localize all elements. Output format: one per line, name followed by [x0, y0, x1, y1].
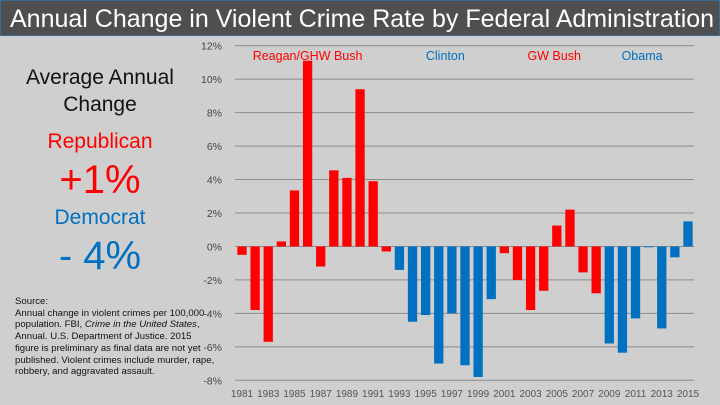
- democrat-average: - 4%: [58, 234, 142, 278]
- average-annual-change-heading: Average Annual Change: [26, 66, 174, 116]
- bar-2005: [552, 225, 562, 247]
- y-tick-label: 0%: [207, 241, 222, 253]
- x-tick-label: 2009: [598, 389, 621, 400]
- bar-2003: [525, 246, 536, 311]
- x-tick-label: 1983: [257, 389, 280, 400]
- bar-2013: [657, 246, 667, 329]
- bar-2000: [486, 246, 496, 300]
- administration-label: GW Bush: [527, 49, 581, 63]
- x-tick-label: 2007: [572, 389, 595, 400]
- source-text-1: Annual change in violent crimes per 100,…: [15, 307, 205, 331]
- x-tick-label: 1993: [388, 389, 411, 400]
- y-tick-label: -6%: [203, 342, 222, 354]
- bar-1987: [316, 246, 326, 267]
- source-note: Source: Annual change in violent crimes …: [15, 296, 215, 378]
- bar-1983: [263, 246, 273, 342]
- bar-1988: [329, 170, 339, 247]
- administration-label: Obama: [622, 49, 663, 63]
- bar-1994: [407, 246, 418, 322]
- y-tick-label: 10%: [201, 74, 222, 86]
- administration-label: Reagan/GHW Bush: [253, 49, 363, 63]
- x-tick-label: 2013: [651, 389, 674, 400]
- x-tick-label: 1989: [336, 389, 359, 400]
- x-tick-label: 1995: [415, 389, 438, 400]
- source-text-2: , Annual. U.S. Department of Justice. 20…: [15, 319, 215, 378]
- republican-label: Republican: [47, 130, 153, 153]
- x-tick-label: 2005: [546, 389, 569, 400]
- x-tick-label: 2001: [493, 389, 516, 400]
- y-tick-label: 6%: [207, 141, 222, 153]
- x-tick-label: 1999: [467, 389, 490, 400]
- bar-2010: [617, 246, 628, 353]
- bar-1985: [289, 190, 300, 247]
- bar-1982: [250, 246, 260, 311]
- source-heading: Source:: [15, 296, 49, 307]
- bar-2015: [683, 221, 693, 247]
- bar-2012: [643, 246, 654, 248]
- bar-1990: [355, 89, 365, 247]
- republican-average: +1%: [59, 158, 141, 202]
- x-tick-label: 1997: [441, 389, 464, 400]
- y-tick-label: -8%: [203, 375, 222, 387]
- chart-title: Annual Change in Violent Crime Rate by F…: [0, 0, 720, 36]
- administration-label: Clinton: [426, 49, 465, 63]
- bar-2006: [565, 209, 575, 247]
- x-tick-label: 2015: [677, 389, 700, 400]
- bar-2004: [539, 246, 549, 291]
- bar-1999: [473, 246, 483, 377]
- bar-1996: [434, 246, 444, 364]
- x-tick-label: 2003: [519, 389, 542, 400]
- x-tick-label: 1991: [362, 389, 385, 400]
- y-tick-label: 4%: [207, 175, 222, 187]
- bar-2014: [670, 246, 680, 258]
- democrat-label: Democrat: [54, 206, 146, 229]
- bar-1984: [276, 241, 287, 247]
- y-tick-label: -2%: [203, 275, 222, 287]
- x-tick-label: 1985: [283, 389, 306, 400]
- bar-2011: [630, 246, 641, 319]
- y-tick-label: 2%: [207, 208, 222, 220]
- bar-2001: [499, 246, 510, 254]
- x-tick-label: 2011: [625, 389, 647, 400]
- y-tick-label: 8%: [207, 108, 222, 120]
- bar-1995: [420, 246, 431, 316]
- bar-2007: [578, 246, 588, 273]
- bar-2008: [591, 246, 601, 294]
- bar-1981: [237, 246, 247, 255]
- bar-1992: [381, 246, 391, 252]
- bar-2002: [512, 246, 523, 280]
- source-publication: Crime in the United States: [84, 319, 197, 331]
- bar-1998: [460, 246, 470, 366]
- x-tick-label: 1987: [310, 389, 333, 400]
- bar-1991: [368, 181, 378, 247]
- y-tick-label: -4%: [203, 308, 222, 320]
- y-tick-label: 12%: [201, 41, 222, 53]
- x-tick-label: 1981: [231, 389, 254, 400]
- bar-1989: [342, 177, 352, 247]
- bar-1997: [447, 246, 457, 314]
- bar-1993: [394, 246, 405, 270]
- bar-1986: [302, 60, 313, 247]
- bar-2009: [604, 246, 614, 344]
